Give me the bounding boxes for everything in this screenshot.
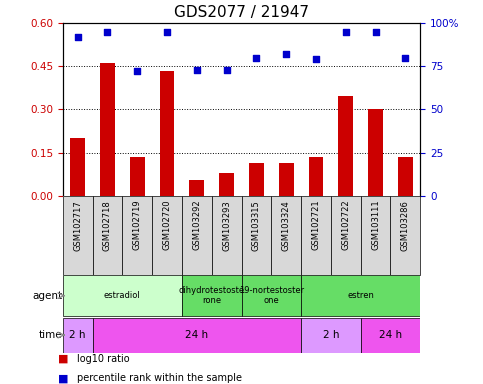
Bar <box>100 63 115 196</box>
FancyBboxPatch shape <box>271 196 301 275</box>
Text: GSM103286: GSM103286 <box>401 200 410 251</box>
FancyBboxPatch shape <box>93 196 122 275</box>
Point <box>133 68 141 74</box>
FancyBboxPatch shape <box>122 196 152 275</box>
Point <box>104 29 112 35</box>
Bar <box>368 109 383 196</box>
Text: ■: ■ <box>58 354 69 364</box>
FancyBboxPatch shape <box>93 318 301 353</box>
Text: 2 h: 2 h <box>70 330 86 340</box>
Text: GSM103292: GSM103292 <box>192 200 201 250</box>
FancyBboxPatch shape <box>301 196 331 275</box>
Text: dihydrotestoste
rone: dihydrotestoste rone <box>179 286 245 305</box>
FancyBboxPatch shape <box>63 318 93 353</box>
Point <box>74 34 82 40</box>
Bar <box>189 180 204 196</box>
Point <box>342 29 350 35</box>
Bar <box>130 157 145 196</box>
Text: GSM102721: GSM102721 <box>312 200 320 250</box>
Text: GSM103315: GSM103315 <box>252 200 261 250</box>
Text: agent: agent <box>33 291 63 301</box>
Text: time: time <box>39 330 63 340</box>
Text: ■: ■ <box>58 373 69 383</box>
Text: GSM103111: GSM103111 <box>371 200 380 250</box>
Bar <box>159 71 174 196</box>
Bar <box>279 163 294 196</box>
Text: 24 h: 24 h <box>379 330 402 340</box>
Title: GDS2077 / 21947: GDS2077 / 21947 <box>174 5 309 20</box>
Text: GSM103293: GSM103293 <box>222 200 231 250</box>
Point <box>372 29 380 35</box>
Bar <box>70 138 85 196</box>
Text: estren: estren <box>347 291 374 300</box>
Point <box>401 55 409 61</box>
Text: GSM102720: GSM102720 <box>163 200 171 250</box>
FancyBboxPatch shape <box>212 196 242 275</box>
FancyBboxPatch shape <box>390 196 420 275</box>
FancyBboxPatch shape <box>152 196 182 275</box>
Point <box>312 56 320 63</box>
FancyBboxPatch shape <box>361 318 420 353</box>
Bar <box>249 163 264 196</box>
Point <box>193 67 201 73</box>
FancyBboxPatch shape <box>301 318 361 353</box>
FancyBboxPatch shape <box>242 275 301 316</box>
Text: 19-nortestoster
one: 19-nortestoster one <box>239 286 304 305</box>
Text: estradiol: estradiol <box>104 291 141 300</box>
Point <box>163 29 171 35</box>
Bar <box>309 157 324 196</box>
FancyBboxPatch shape <box>63 275 182 316</box>
FancyBboxPatch shape <box>361 196 390 275</box>
Point <box>223 67 230 73</box>
FancyBboxPatch shape <box>301 275 420 316</box>
Text: GSM103324: GSM103324 <box>282 200 291 250</box>
Point <box>282 51 290 57</box>
Text: log10 ratio: log10 ratio <box>77 354 130 364</box>
Text: GSM102719: GSM102719 <box>133 200 142 250</box>
Text: percentile rank within the sample: percentile rank within the sample <box>77 373 242 383</box>
FancyBboxPatch shape <box>182 275 242 316</box>
Bar <box>338 96 353 196</box>
Point <box>253 55 260 61</box>
Text: 2 h: 2 h <box>323 330 339 340</box>
Text: 24 h: 24 h <box>185 330 208 340</box>
Bar <box>219 173 234 196</box>
FancyBboxPatch shape <box>331 196 361 275</box>
Text: GSM102718: GSM102718 <box>103 200 112 250</box>
Text: GSM102717: GSM102717 <box>73 200 82 250</box>
FancyBboxPatch shape <box>242 196 271 275</box>
Bar <box>398 157 413 196</box>
FancyBboxPatch shape <box>63 196 93 275</box>
Text: GSM102722: GSM102722 <box>341 200 350 250</box>
FancyBboxPatch shape <box>182 196 212 275</box>
